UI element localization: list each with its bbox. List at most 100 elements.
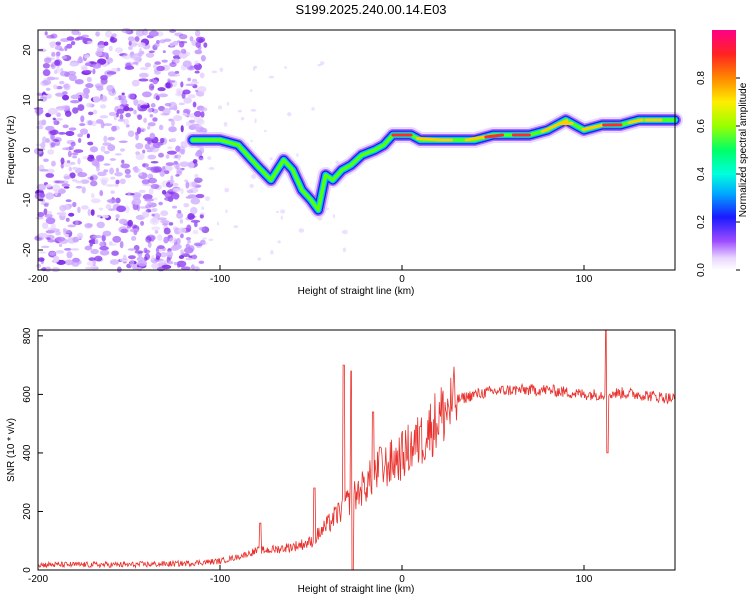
noise-blob xyxy=(166,150,177,155)
noise-blob xyxy=(106,71,117,75)
noise-blob xyxy=(116,205,127,213)
noise-blob xyxy=(80,115,85,123)
noise-blob xyxy=(72,107,79,114)
noise-blob xyxy=(72,166,78,171)
noise-blob xyxy=(92,109,98,115)
noise-blob xyxy=(163,236,169,244)
noise-blob xyxy=(184,51,191,57)
noise-blob xyxy=(119,178,126,185)
noise-blob xyxy=(178,41,185,48)
noise-blob xyxy=(58,243,63,247)
noise-blob xyxy=(85,83,94,89)
noise-blob xyxy=(70,161,76,165)
noise-blob xyxy=(86,40,93,44)
noise-blob xyxy=(99,95,108,102)
noise-blob xyxy=(155,247,160,253)
noise-blob xyxy=(185,181,190,189)
noise-blob xyxy=(192,229,199,235)
noise-blob xyxy=(69,172,76,179)
noise-blob xyxy=(99,246,109,251)
noise-blob xyxy=(342,247,347,253)
y-tick-label: 0 xyxy=(22,147,33,153)
noise-blob xyxy=(103,163,111,166)
noise-blob xyxy=(127,191,131,196)
noise-blob xyxy=(114,96,120,101)
noise-blob xyxy=(66,43,73,49)
noise-blob xyxy=(72,155,78,159)
noise-blob xyxy=(84,54,90,59)
noise-blob xyxy=(113,113,118,121)
noise-blob xyxy=(36,183,46,191)
snr-series-line xyxy=(37,329,676,571)
noise-blob xyxy=(148,83,155,91)
noise-blob xyxy=(84,40,88,44)
noise-blob xyxy=(115,47,124,54)
noise-blob xyxy=(332,214,336,219)
noise-blob xyxy=(45,125,55,131)
colorbar-tick-label: 0.2 xyxy=(696,215,707,229)
noise-blob xyxy=(280,215,283,220)
x-tick-label: 0 xyxy=(399,574,405,585)
noise-blob xyxy=(59,80,65,85)
noise-blob xyxy=(90,209,95,216)
noise-blob xyxy=(178,102,186,106)
noise-blob xyxy=(142,149,146,154)
noise-blob xyxy=(59,180,69,185)
noise-blob xyxy=(250,139,253,143)
noise-blob xyxy=(51,51,56,57)
noise-blob xyxy=(147,173,154,180)
noise-blob xyxy=(55,230,61,236)
noise-blob xyxy=(71,179,78,182)
noise-blob xyxy=(81,34,89,38)
noise-blob xyxy=(194,70,200,74)
noise-blob xyxy=(128,45,133,51)
spectrogram-noise xyxy=(33,27,348,273)
snr-frame xyxy=(37,329,676,571)
noise-blob xyxy=(168,222,174,226)
noise-blob xyxy=(70,248,80,251)
noise-blob xyxy=(127,93,136,100)
noise-blob xyxy=(41,222,49,230)
noise-blob xyxy=(45,87,51,91)
noise-blob xyxy=(204,196,211,201)
noise-blob xyxy=(99,249,110,256)
noise-blob xyxy=(102,123,113,126)
noise-blob xyxy=(195,193,205,199)
noise-blob xyxy=(105,184,115,187)
noise-blob xyxy=(201,206,205,211)
noise-blob xyxy=(51,184,61,192)
noise-blob xyxy=(144,62,152,68)
noise-blob xyxy=(159,137,165,144)
noise-blob xyxy=(151,217,157,223)
noise-blob xyxy=(66,251,73,259)
noise-blob xyxy=(121,98,128,105)
noise-blob xyxy=(109,37,118,43)
noise-blob xyxy=(144,137,153,142)
noise-blob xyxy=(186,189,194,194)
noise-blob xyxy=(180,249,184,253)
noise-blob xyxy=(157,245,165,250)
y-tick-label: 20 xyxy=(22,44,33,56)
noise-blob xyxy=(150,183,160,190)
noise-blob xyxy=(151,226,161,231)
noise-blob xyxy=(77,206,81,214)
noise-blob xyxy=(43,57,52,64)
noise-blob xyxy=(185,236,191,241)
spectrogram-ridge xyxy=(184,112,683,218)
noise-blob xyxy=(180,48,187,54)
noise-blob xyxy=(170,245,180,251)
y-tick-label: 0 xyxy=(22,567,33,573)
noise-blob xyxy=(62,94,70,101)
noise-blob xyxy=(146,125,151,130)
noise-blob xyxy=(70,141,76,147)
noise-blob xyxy=(137,260,148,267)
noise-blob xyxy=(182,108,191,114)
noise-blob xyxy=(133,98,139,106)
noise-blob xyxy=(90,248,99,255)
noise-blob xyxy=(164,102,172,107)
y-tick-label: 200 xyxy=(22,503,33,520)
x-tick-label: -200 xyxy=(28,574,48,585)
noise-blob xyxy=(211,70,218,74)
noise-blob xyxy=(176,109,180,114)
noise-blob xyxy=(87,120,93,126)
